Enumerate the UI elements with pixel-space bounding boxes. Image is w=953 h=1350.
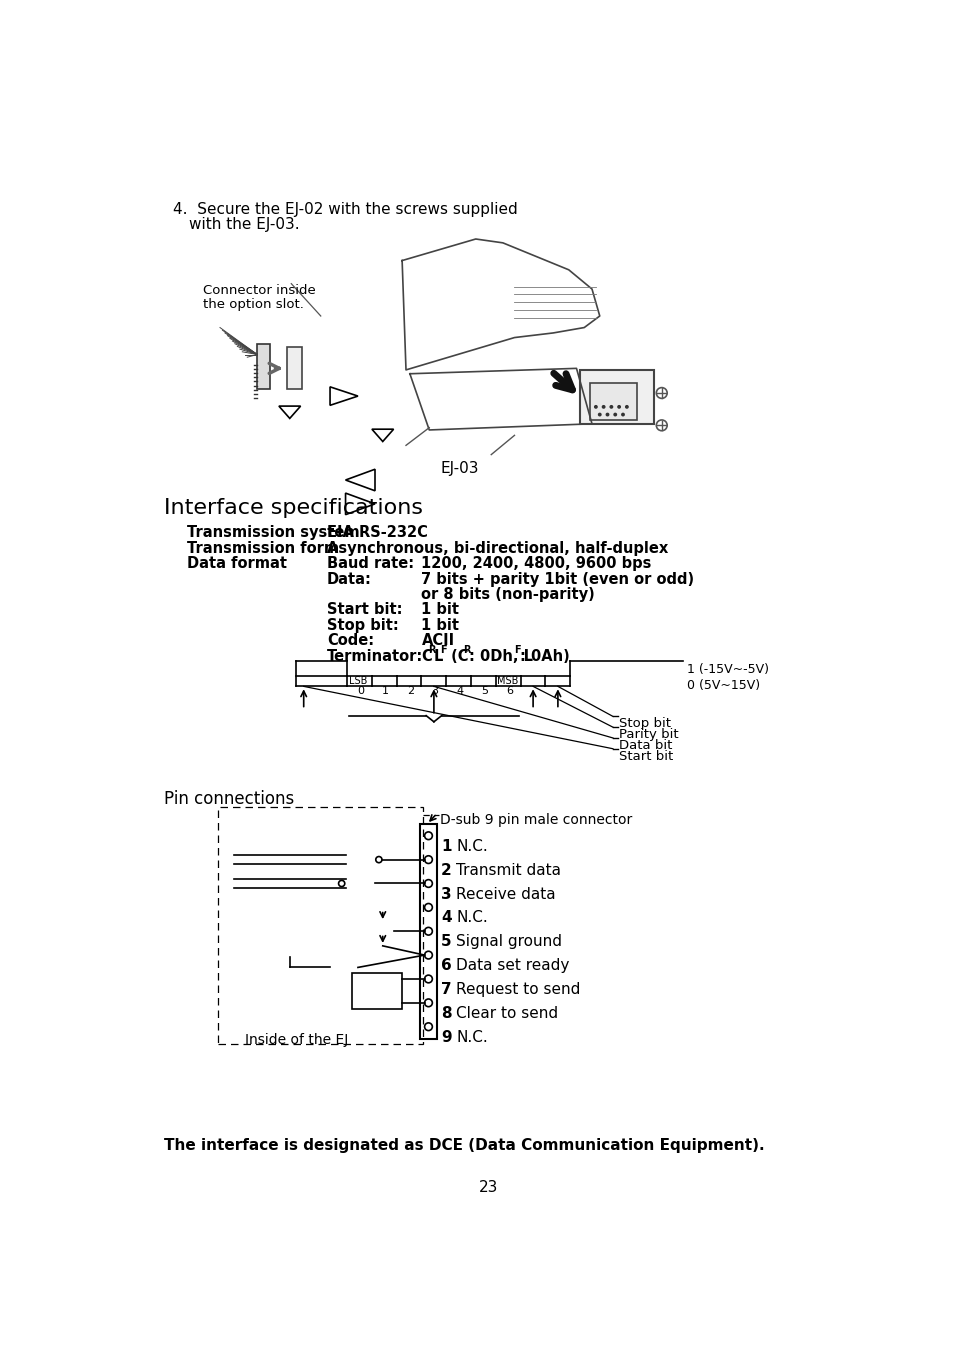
Text: Clear to send: Clear to send xyxy=(456,1006,558,1021)
Text: 23: 23 xyxy=(478,1180,498,1195)
Text: Data format: Data format xyxy=(187,556,287,571)
Circle shape xyxy=(424,975,432,983)
Circle shape xyxy=(424,952,432,958)
Text: 7 bits + parity 1bit (even or odd): 7 bits + parity 1bit (even or odd) xyxy=(421,571,694,587)
Text: Code:: Code: xyxy=(327,633,374,648)
Text: D-sub 9 pin male connector: D-sub 9 pin male connector xyxy=(439,813,632,826)
Text: : 0Ah): : 0Ah) xyxy=(519,648,569,664)
Circle shape xyxy=(424,1023,432,1030)
Text: Data bit: Data bit xyxy=(618,738,672,752)
Text: 6: 6 xyxy=(440,958,451,973)
Text: Start bit:: Start bit: xyxy=(327,602,402,617)
Text: Transmission form: Transmission form xyxy=(187,541,339,556)
Text: 4: 4 xyxy=(440,910,451,926)
Text: Signal ground: Signal ground xyxy=(456,934,561,949)
Text: 3: 3 xyxy=(431,686,438,695)
Bar xyxy=(257,344,270,389)
Circle shape xyxy=(617,405,620,409)
Text: R: R xyxy=(463,645,471,655)
Text: Connector inside: Connector inside xyxy=(203,284,315,297)
Text: the option slot.: the option slot. xyxy=(203,297,303,310)
Text: Parity bit: Parity bit xyxy=(618,728,678,741)
Text: LSB: LSB xyxy=(348,675,367,686)
Text: Inside of the EJ: Inside of the EJ xyxy=(245,1033,348,1046)
Text: 6: 6 xyxy=(505,686,513,695)
Text: Interface specifications: Interface specifications xyxy=(164,498,423,518)
Circle shape xyxy=(424,880,432,887)
Text: Asynchronous, bi-directional, half-duplex: Asynchronous, bi-directional, half-duple… xyxy=(327,541,667,556)
Bar xyxy=(352,973,402,1008)
Text: Request to send: Request to send xyxy=(456,981,580,998)
Circle shape xyxy=(620,413,624,417)
Circle shape xyxy=(594,405,598,409)
Text: 1 bit: 1 bit xyxy=(421,602,459,617)
Text: Data:: Data: xyxy=(327,571,372,587)
Circle shape xyxy=(598,413,601,417)
Circle shape xyxy=(601,405,605,409)
Circle shape xyxy=(375,856,381,863)
Text: 3: 3 xyxy=(440,887,451,902)
Circle shape xyxy=(624,405,628,409)
Text: The interface is designated as DCE (Data Communication Equipment).: The interface is designated as DCE (Data… xyxy=(164,1138,764,1153)
Text: Transmission system: Transmission system xyxy=(187,525,359,540)
Text: N.C.: N.C. xyxy=(456,910,488,926)
Bar xyxy=(590,383,637,420)
Text: 8: 8 xyxy=(440,1006,451,1021)
Text: 0 (5V~15V): 0 (5V~15V) xyxy=(686,679,759,691)
Text: 5: 5 xyxy=(440,934,451,949)
Text: 7: 7 xyxy=(440,981,451,998)
Text: Stop bit:: Stop bit: xyxy=(327,618,398,633)
Circle shape xyxy=(424,903,432,911)
Text: L: L xyxy=(434,648,443,664)
Circle shape xyxy=(338,880,344,887)
Text: Start bit: Start bit xyxy=(618,749,673,763)
Circle shape xyxy=(424,999,432,1007)
Text: N.C.: N.C. xyxy=(456,1030,488,1045)
Text: 0: 0 xyxy=(356,686,364,695)
Text: 9: 9 xyxy=(440,1030,451,1045)
Bar xyxy=(419,825,436,1040)
Text: 1 bit: 1 bit xyxy=(421,618,459,633)
Text: F: F xyxy=(439,645,446,655)
Text: F: F xyxy=(514,645,520,655)
Circle shape xyxy=(424,856,432,864)
Circle shape xyxy=(424,927,432,936)
Bar xyxy=(218,807,422,1044)
Circle shape xyxy=(605,413,609,417)
Text: 4: 4 xyxy=(456,686,463,695)
Text: 1: 1 xyxy=(440,838,451,853)
Circle shape xyxy=(609,405,613,409)
Text: Receive data: Receive data xyxy=(456,887,556,902)
Text: 1 (-15V~-5V): 1 (-15V~-5V) xyxy=(686,663,768,676)
Text: R: R xyxy=(428,645,436,655)
Text: Baud rate:: Baud rate: xyxy=(327,556,414,571)
Text: ACII: ACII xyxy=(421,633,455,648)
Circle shape xyxy=(613,413,617,417)
Text: Pin connections: Pin connections xyxy=(164,790,294,809)
Text: Stop bit: Stop bit xyxy=(618,717,670,730)
Text: : 0Dh, L: : 0Dh, L xyxy=(468,648,532,664)
Text: N.C.: N.C. xyxy=(456,838,488,853)
Text: 5: 5 xyxy=(480,686,488,695)
Bar xyxy=(286,347,302,389)
Bar xyxy=(579,370,654,424)
Text: Data set ready: Data set ready xyxy=(456,958,569,973)
Text: with the EJ-03.: with the EJ-03. xyxy=(189,217,299,232)
Text: 2: 2 xyxy=(406,686,414,695)
Text: 4.  Secure the EJ-02 with the screws supplied: 4. Secure the EJ-02 with the screws supp… xyxy=(173,202,517,217)
Circle shape xyxy=(424,832,432,840)
Text: MSB: MSB xyxy=(497,675,518,686)
Text: EJ-03: EJ-03 xyxy=(440,460,478,475)
Text: Transmit data: Transmit data xyxy=(456,863,560,878)
Text: C: C xyxy=(421,648,432,664)
Text: 2: 2 xyxy=(440,863,451,878)
Text: (C: (C xyxy=(445,648,468,664)
Text: 1: 1 xyxy=(381,686,389,695)
Text: Terminator:: Terminator: xyxy=(327,648,423,664)
Text: 1200, 2400, 4800, 9600 bps: 1200, 2400, 4800, 9600 bps xyxy=(421,556,651,571)
Text: or 8 bits (non-parity): or 8 bits (non-parity) xyxy=(421,587,595,602)
Text: EIA RS-232C: EIA RS-232C xyxy=(327,525,427,540)
